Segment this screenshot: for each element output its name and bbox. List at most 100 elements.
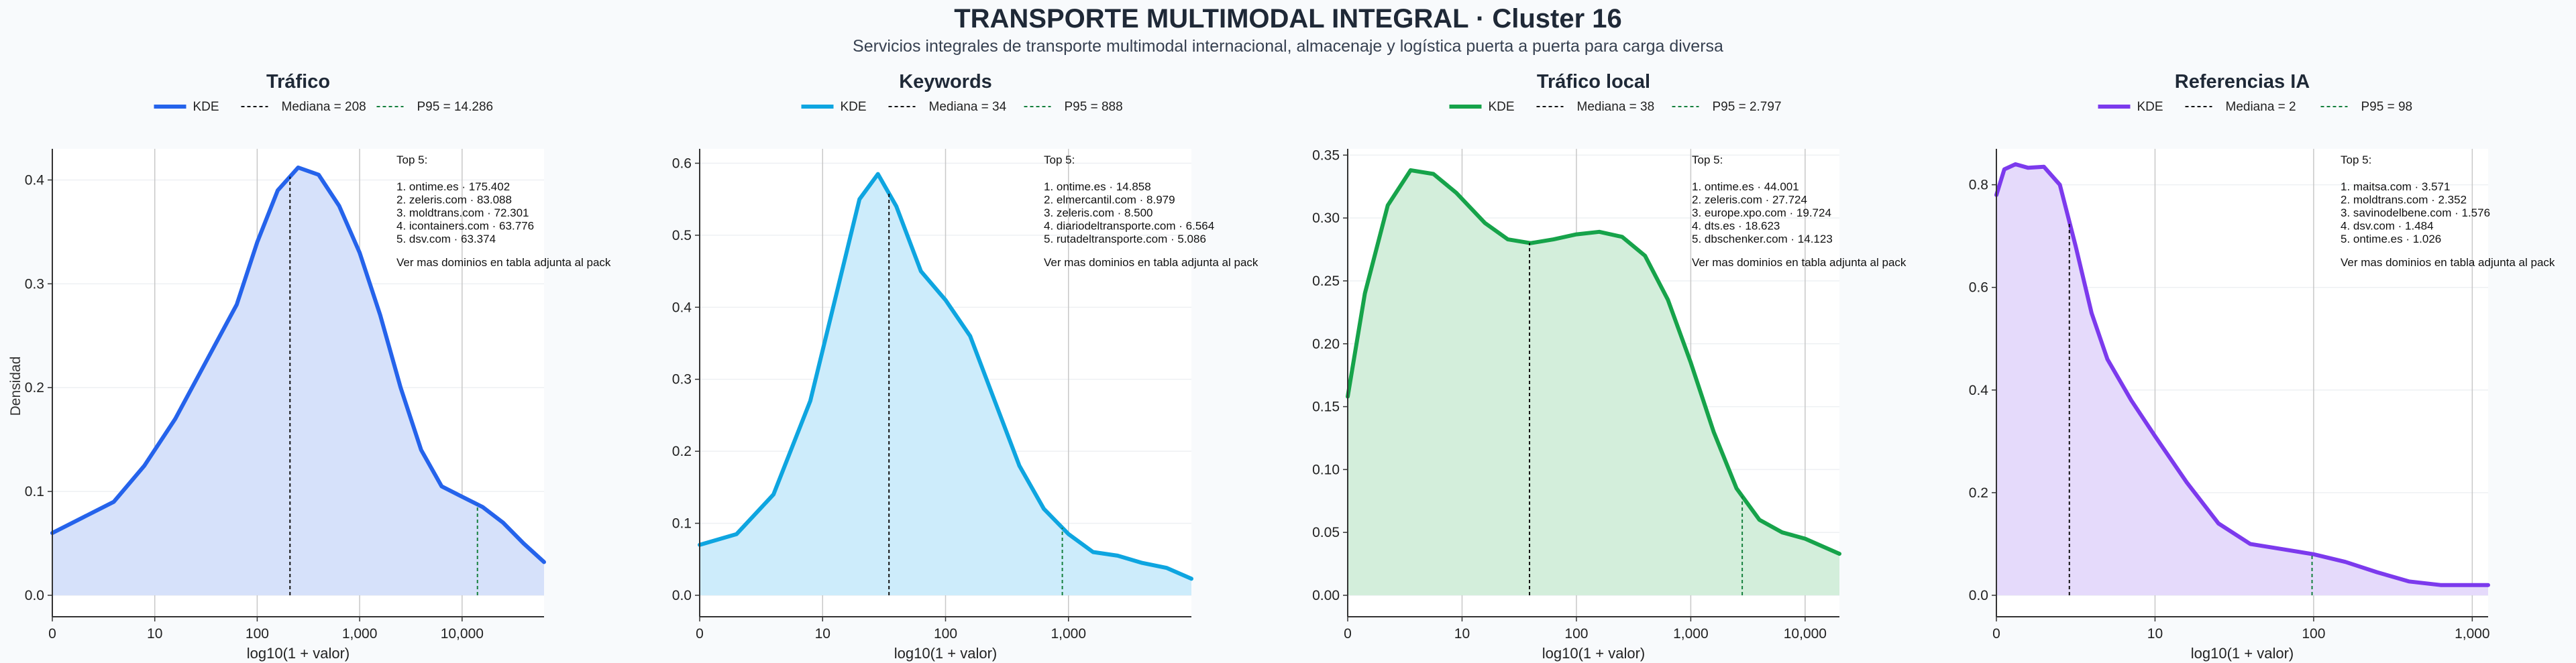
legend-median-label: Mediana = 2 xyxy=(2226,100,2296,114)
y-tick-label: 0.4 xyxy=(672,300,692,315)
top5-note: Ver mas dominios en tabla adjunta al pac… xyxy=(2341,256,2555,269)
kde-area-fill xyxy=(1348,170,1839,595)
x-tick-label: 1,000 xyxy=(2455,626,2490,642)
legend-p95-label: P95 = 98 xyxy=(2361,100,2413,114)
chart-title: Tráfico xyxy=(266,71,330,93)
legend-p95-label: P95 = 2.797 xyxy=(1713,100,1782,114)
top5-item: 5. dsv.com · 63.374 xyxy=(396,233,496,245)
y-tick-label: 0.2 xyxy=(672,444,692,459)
top5-item: 3. savinodelbene.com · 1.576 xyxy=(2341,206,2490,219)
y-tick-label: 0.1 xyxy=(672,516,692,532)
top5-item: 5. dbschenker.com · 14.123 xyxy=(1692,233,1833,245)
legend-p95-label: P95 = 14.286 xyxy=(417,100,494,114)
top5-item: 4. dsv.com · 1.484 xyxy=(2341,220,2434,233)
legend-kde-label: KDE xyxy=(193,100,219,114)
x-tick-label: 0 xyxy=(1992,626,2000,642)
top5-heading: Top 5: xyxy=(2341,154,2371,166)
chart-title: Referencias IA xyxy=(2175,71,2310,93)
x-axis-label: log10(1 + valor) xyxy=(247,645,350,662)
y-tick-label: 0.30 xyxy=(1312,210,1340,226)
legend-kde-label: KDE xyxy=(1489,100,1515,114)
x-tick-label: 10 xyxy=(147,626,162,642)
top5-note: Ver mas dominios en tabla adjunta al pac… xyxy=(1692,256,1907,269)
x-tick-label: 0 xyxy=(696,626,704,642)
x-tick-label: 1,000 xyxy=(1051,626,1086,642)
y-tick-label: 0.3 xyxy=(25,276,44,292)
x-tick-label: 10 xyxy=(815,626,830,642)
y-tick-label: 0.0 xyxy=(672,588,692,603)
y-tick-label: 0.8 xyxy=(1969,178,1988,193)
kde-curve xyxy=(1994,162,2490,587)
chart-panel-4: 0.0 0.2 0.4 0.6 0.8 0 10 100 1,000 log10(1 + valo… xyxy=(1969,71,2555,662)
kde-curve xyxy=(1346,168,1841,556)
y-tick-label: 0.15 xyxy=(1312,400,1340,415)
top5-note: Ver mas dominios en tabla adjunta al pac… xyxy=(1044,256,1258,269)
y-tick-label: 0.2 xyxy=(1969,485,1988,501)
top5-item: 3. europe.xpo.com · 19.724 xyxy=(1692,206,1831,219)
top5-heading: Top 5: xyxy=(1044,154,1075,166)
x-tick-label: 100 xyxy=(1564,626,1588,642)
legend-median-label: Mediana = 208 xyxy=(282,100,366,114)
top5-item: 2. zeleris.com · 27.724 xyxy=(1692,194,1807,206)
x-tick-label: 0 xyxy=(1344,626,1352,642)
page-subtitle: Servicios integrales de transporte multi… xyxy=(853,37,1723,56)
page-title: TRANSPORTE MULTIMODAL INTEGRAL · Cluster… xyxy=(954,4,1622,34)
y-tick-label: 0.6 xyxy=(1969,280,1988,296)
x-tick-label: 100 xyxy=(2302,626,2325,642)
y-tick-label: 0.5 xyxy=(672,228,692,243)
top5-item: 2. moldtrans.com · 2.352 xyxy=(2341,194,2467,206)
y-tick-label: 0.0 xyxy=(25,588,44,603)
x-tick-label: 1,000 xyxy=(1673,626,1709,642)
y-tick-label: 0.0 xyxy=(1969,588,1988,603)
x-tick-label: 10 xyxy=(1454,626,1470,642)
x-tick-label: 0 xyxy=(48,626,56,642)
chart-panel-1: 0.0 0.1 0.2 0.3 0.4 0 10 100 1,000 10,000 log10(1 … xyxy=(25,71,611,662)
y-tick-label: 0.4 xyxy=(1969,383,1989,398)
x-axis-label: log10(1 + valor) xyxy=(1542,645,1645,662)
legend-median-label: Mediana = 38 xyxy=(1577,100,1655,114)
chart-title: Tráfico local xyxy=(1537,71,1650,93)
top5-item: 3. moldtrans.com · 72.301 xyxy=(396,206,529,219)
x-axis-label: log10(1 + valor) xyxy=(2191,645,2294,662)
y-tick-label: 0.00 xyxy=(1312,588,1340,603)
top5-item: 1. ontime.es · 14.858 xyxy=(1044,180,1151,193)
y-tick-label: 0.35 xyxy=(1312,147,1340,163)
legend-p95-label: P95 = 888 xyxy=(1065,100,1123,114)
top5-item: 4. icontainers.com · 63.776 xyxy=(396,220,534,233)
y-tick-label: 0.20 xyxy=(1312,337,1340,352)
top5-item: 4. diariodeltransporte.com · 6.564 xyxy=(1044,220,1214,233)
top5-item: 5. ontime.es · 1.026 xyxy=(2341,233,2441,245)
top5-item: 2. elmercantil.com · 8.979 xyxy=(1044,194,1175,206)
kde-curve xyxy=(698,172,1193,581)
chart-panel-2: 0.0 0.1 0.2 0.3 0.4 0.5 0.6 0 10 100 1,000 log10(1 … xyxy=(672,71,1258,662)
y-tick-label: 0.1 xyxy=(25,484,44,499)
y-tick-label: 0.2 xyxy=(25,380,44,396)
legend-kde-label: KDE xyxy=(841,100,867,114)
shared-y-axis-label: Densidad xyxy=(8,357,23,416)
x-tick-label: 1,000 xyxy=(342,626,378,642)
y-tick-label: 0.25 xyxy=(1312,274,1340,289)
top5-note: Ver mas dominios en tabla adjunta al pac… xyxy=(396,256,611,269)
legend-median-label: Mediana = 34 xyxy=(929,100,1007,114)
legend-kde-label: KDE xyxy=(2137,100,2163,114)
y-tick-label: 0.3 xyxy=(672,372,692,387)
top5-item: 1. ontime.es · 175.402 xyxy=(396,180,510,193)
x-tick-label: 100 xyxy=(934,626,957,642)
kde-curve xyxy=(50,165,546,564)
kde-area-fill xyxy=(52,167,544,595)
y-tick-label: 0.6 xyxy=(672,156,692,171)
kde-area-fill xyxy=(1996,164,2488,595)
top5-item: 2. zeleris.com · 83.088 xyxy=(396,194,512,206)
kde-area-fill xyxy=(700,174,1191,596)
top5-heading: Top 5: xyxy=(1692,154,1723,166)
x-tick-label: 100 xyxy=(246,626,269,642)
top5-item: 1. maitsa.com · 3.571 xyxy=(2341,180,2450,193)
top5-item: 1. ontime.es · 44.001 xyxy=(1692,180,1799,193)
chart-panel-3: 0.00 0.05 0.10 0.15 0.20 0.25 0.30 0.35 0 10 100 1,… xyxy=(1312,71,1907,662)
top5-item: 4. dts.es · 18.623 xyxy=(1692,220,1780,233)
top5-heading: Top 5: xyxy=(396,154,427,166)
x-tick-label: 10,000 xyxy=(1784,626,1827,642)
y-tick-label: 0.10 xyxy=(1312,462,1340,477)
x-tick-label: 10 xyxy=(2147,626,2163,642)
